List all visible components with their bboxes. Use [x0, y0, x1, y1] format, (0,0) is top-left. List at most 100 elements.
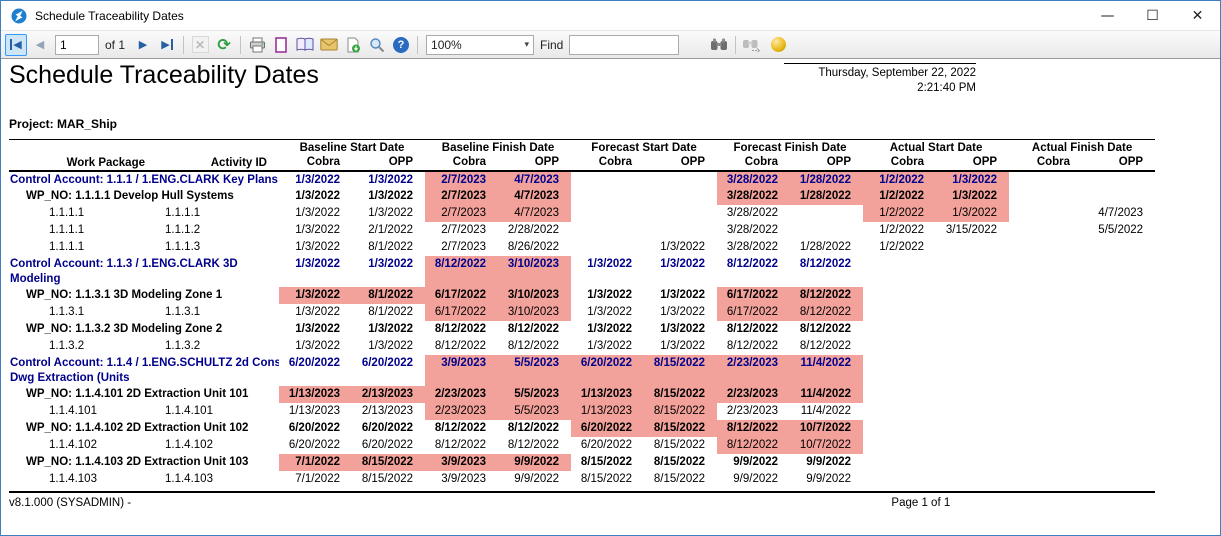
- close-button[interactable]: ✕: [1175, 1, 1220, 30]
- date-cell: 8/26/2022: [498, 239, 571, 256]
- page-number-input[interactable]: [55, 35, 99, 55]
- help-icon: ?: [393, 37, 409, 53]
- work-package-cell: 1.1.3.2: [9, 338, 157, 355]
- date-cell: 2/13/2023: [352, 386, 425, 403]
- help-button[interactable]: ?: [390, 34, 412, 56]
- date-cell: 8/12/2022: [425, 321, 498, 338]
- work-package-name: WP_NO: 1.1.4.101 2D Extraction Unit 101: [26, 387, 279, 402]
- date-cell: 11/4/2022: [790, 403, 863, 420]
- version-label: v8.1.000 (SYSADMIN) -: [9, 497, 131, 509]
- report-title: Schedule Traceability Dates: [9, 61, 1212, 90]
- last-page-button[interactable]: ▶: [156, 34, 178, 56]
- date-cell: [863, 437, 936, 454]
- date-cell: 9/9/2022: [790, 454, 863, 471]
- find-button[interactable]: [708, 34, 730, 56]
- page-setup-icon: [274, 37, 288, 53]
- date-cell: 1/13/2023: [571, 386, 644, 403]
- report-viewer-window: Schedule Traceability Dates — ☐ ✕ ◀ ◀ of…: [0, 0, 1221, 536]
- next-page-button[interactable]: ▶: [132, 34, 154, 56]
- report-datetime: Thursday, September 22, 2022 2:21:40 PM: [784, 63, 976, 96]
- print-button[interactable]: [246, 34, 268, 56]
- activity-id-cell: 1.1.3.2: [157, 338, 279, 355]
- find-label[interactable]: Find: [540, 38, 563, 52]
- date-cell: 1/3/2022: [571, 304, 644, 321]
- date-cell: [1082, 171, 1155, 188]
- print-layout-button[interactable]: [270, 34, 292, 56]
- email-report-button[interactable]: [318, 34, 340, 56]
- activity-id-cell: 1.1.1.3: [157, 239, 279, 256]
- date-cell: 6/20/2022: [571, 437, 644, 454]
- date-cell: [1009, 420, 1082, 437]
- magnifier-icon: [369, 37, 385, 53]
- date-cell: [936, 256, 1009, 287]
- date-cell: 8/15/2022: [571, 471, 644, 488]
- date-cell: 3/28/2022: [717, 205, 790, 222]
- work-package-cell: 1.1.1.1: [9, 239, 157, 256]
- date-cell: 2/7/2023: [425, 188, 498, 205]
- column-header-opp: OPP: [352, 155, 425, 171]
- zoom-select[interactable]: 100% ▾: [426, 35, 534, 55]
- zoom-tool-button[interactable]: [366, 34, 388, 56]
- binoculars-icon: [710, 37, 728, 52]
- table-row-act: 1.1.4.1011.1.4.1011/13/20232/13/20232/23…: [9, 403, 1155, 420]
- date-cell: [863, 355, 936, 386]
- date-cell: [1009, 471, 1082, 488]
- find-text-input[interactable]: [569, 35, 679, 55]
- column-header-activity-id: Activity ID: [157, 155, 279, 171]
- toolbar-separator: [240, 36, 241, 54]
- date-cell: [1082, 256, 1155, 287]
- date-cell: 1/3/2022: [279, 171, 352, 188]
- date-cell: 8/1/2022: [352, 287, 425, 304]
- report-date: Thursday, September 22, 2022: [784, 66, 976, 81]
- titlebar: Schedule Traceability Dates — ☐ ✕: [1, 1, 1220, 31]
- activity-id-cell: 1.1.3.1: [157, 304, 279, 321]
- date-cell: [1082, 386, 1155, 403]
- date-cell: 2/7/2023: [425, 171, 498, 188]
- prev-page-button[interactable]: ◀: [29, 34, 51, 56]
- minimize-button[interactable]: —: [1085, 1, 1130, 30]
- table-row-act: 1.1.3.11.1.3.11/3/20228/1/20226/17/20223…: [9, 304, 1155, 321]
- date-cell: 2/7/2023: [425, 205, 498, 222]
- date-cell: [863, 321, 936, 338]
- date-cell: [1009, 222, 1082, 239]
- control-account-name: Control Account: 1.1.1 / 1.ENG.CLARK Key…: [10, 173, 279, 188]
- prev-page-icon: ◀: [36, 39, 44, 50]
- date-cell: 8/15/2022: [644, 355, 717, 386]
- column-header-opp: OPP: [498, 155, 571, 171]
- date-cell: 2/28/2022: [498, 222, 571, 239]
- date-cell: 6/17/2022: [425, 287, 498, 304]
- page-setup-button[interactable]: [294, 34, 316, 56]
- export-icon: [345, 37, 361, 53]
- date-cell: 6/20/2022: [571, 355, 644, 386]
- date-cell: 3/9/2023: [425, 454, 498, 471]
- date-cell: 8/15/2022: [644, 437, 717, 454]
- find-next-button[interactable]: [741, 34, 765, 56]
- date-cell: [571, 205, 644, 222]
- date-cell: 6/20/2022: [352, 437, 425, 454]
- work-package-cell: WP_NO: 1.1.3.1 3D Modeling Zone 1: [9, 287, 279, 304]
- column-header-work-package: Work Package: [9, 155, 157, 171]
- date-cell: 1/3/2022: [571, 256, 644, 287]
- cancel-rendering-button[interactable]: ✕: [189, 34, 211, 56]
- refresh-button[interactable]: ⟳: [213, 34, 235, 56]
- date-cell: 9/9/2022: [498, 454, 571, 471]
- date-cell: [936, 471, 1009, 488]
- first-page-button[interactable]: ◀: [5, 34, 27, 56]
- date-cell: 1/3/2022: [352, 256, 425, 287]
- date-cell: 9/9/2022: [790, 471, 863, 488]
- work-package-cell: WP_NO: 1.1.1.1 Develop Hull Systems: [9, 188, 279, 205]
- table-row-act: 1.1.1.11.1.1.31/3/20228/1/20222/7/20238/…: [9, 239, 1155, 256]
- export-button[interactable]: [342, 34, 364, 56]
- date-cell: [1009, 205, 1082, 222]
- date-cell: 1/3/2022: [279, 205, 352, 222]
- publish-button[interactable]: [767, 34, 789, 56]
- date-cell: 3/9/2023: [425, 471, 498, 488]
- date-cell: 1/3/2022: [279, 239, 352, 256]
- date-cell: 8/15/2022: [644, 454, 717, 471]
- maximize-button[interactable]: ☐: [1130, 1, 1175, 30]
- date-cell: [571, 222, 644, 239]
- date-cell: 9/9/2022: [498, 471, 571, 488]
- date-cell: 1/3/2022: [279, 188, 352, 205]
- date-cell: 2/7/2023: [425, 222, 498, 239]
- date-cell: 2/7/2023: [425, 239, 498, 256]
